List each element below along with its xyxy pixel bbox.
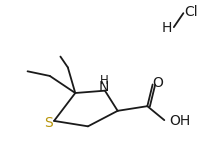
Text: Cl: Cl [184,5,198,19]
Text: H: H [162,21,172,35]
Text: O: O [152,76,163,90]
Text: OH: OH [170,114,191,128]
Text: N: N [99,80,109,94]
Text: S: S [44,116,53,130]
Text: H: H [99,74,108,87]
